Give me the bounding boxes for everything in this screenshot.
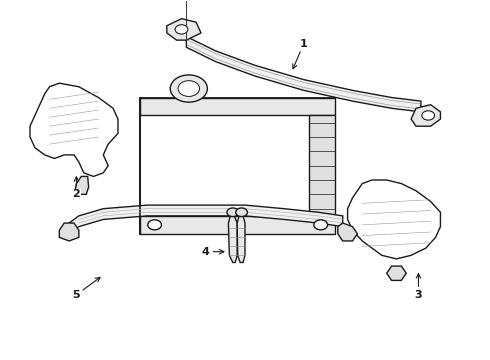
Circle shape — [227, 208, 239, 217]
Polygon shape — [186, 37, 421, 112]
Polygon shape — [140, 216, 335, 234]
Polygon shape — [140, 98, 335, 116]
Polygon shape — [309, 116, 335, 216]
Text: 2: 2 — [73, 177, 80, 199]
Polygon shape — [75, 176, 89, 194]
Text: 4: 4 — [202, 247, 224, 257]
Polygon shape — [347, 180, 441, 259]
Text: 3: 3 — [415, 274, 422, 300]
Polygon shape — [30, 83, 118, 176]
Circle shape — [422, 111, 435, 120]
Polygon shape — [140, 98, 335, 234]
Circle shape — [175, 25, 188, 34]
Polygon shape — [411, 105, 441, 126]
Text: 1: 1 — [293, 39, 308, 69]
Polygon shape — [167, 19, 201, 40]
Polygon shape — [237, 216, 245, 262]
Polygon shape — [338, 223, 357, 241]
Circle shape — [170, 75, 207, 102]
Text: 5: 5 — [73, 278, 100, 300]
Circle shape — [178, 81, 199, 96]
Circle shape — [148, 220, 161, 230]
Polygon shape — [69, 205, 343, 234]
Circle shape — [236, 208, 247, 217]
Polygon shape — [387, 266, 406, 280]
Polygon shape — [59, 223, 79, 241]
Circle shape — [314, 220, 328, 230]
Polygon shape — [228, 216, 237, 262]
